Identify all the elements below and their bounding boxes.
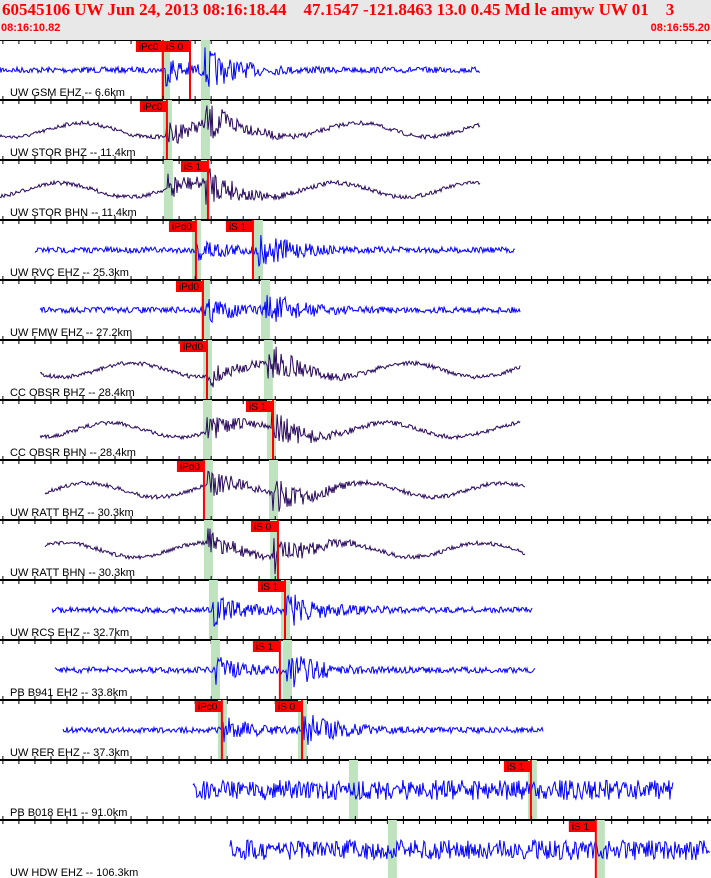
waveform — [0, 47, 481, 87]
waveform — [62, 715, 544, 745]
trace-label: PB B941 EH2 -- 33.8km — [10, 687, 127, 699]
waveform — [0, 168, 481, 205]
waveform — [54, 656, 536, 688]
pick-label-box — [168, 221, 196, 232]
waveform — [39, 346, 521, 388]
trace-panel: iS 1 UW RCS EHZ -- 32.7km — [0, 576, 711, 640]
trace-panel: iS 1 UW STOR BHN -- 11.4km — [0, 156, 711, 220]
pick-label: iS 1 — [229, 222, 247, 233]
waveform — [192, 779, 674, 801]
trace-panel: iPd0 UW RATT BHZ -- 30.3km — [0, 456, 711, 520]
theoretical-arrival-band — [253, 220, 263, 280]
theoretical-arrival-band — [282, 640, 292, 700]
pick-label-box — [175, 281, 203, 292]
header: 60545106 UW Jun 24, 2013 08:16:18.44 47.… — [0, 0, 711, 40]
theoretical-arrival-band — [266, 400, 276, 460]
trace-panel: iPc0 iS 0 UW GSM EHZ -- 6.6km — [0, 40, 711, 100]
event-title: 60545106 UW Jun 24, 2013 08:16:18.44 47.… — [2, 0, 675, 19]
trace-label: UW GSM EHZ -- 6.6km — [10, 87, 125, 99]
pick-label-box — [225, 221, 253, 232]
waveform — [39, 295, 521, 324]
theoretical-arrival-band — [595, 820, 605, 878]
waveform — [0, 105, 481, 145]
trace-label: UW FMW EHZ -- 27.2km — [10, 327, 132, 339]
pick-label: iPd0 — [180, 462, 200, 473]
trace-panel: iPc0 UW STOR BHZ -- 11.4km — [0, 96, 711, 160]
theoretical-arrival-band — [163, 160, 173, 220]
pick-label-box — [180, 161, 208, 172]
trace-panel: iPd0 CC OBSR BHZ -- 28.4km — [0, 336, 711, 400]
pick-label: iS 0 — [166, 42, 184, 53]
pick-label-box — [503, 761, 531, 772]
trace-panel: iS 0 UW RATT BHN -- 30.3km — [0, 516, 711, 580]
trace-panel: iPd0 UW FMW EHZ -- 27.2km — [0, 276, 711, 340]
pick-label: iPd0 — [179, 282, 199, 293]
pick-label-box — [568, 821, 596, 832]
pick-label: iPc0 — [198, 702, 218, 713]
pick-label: iS 1 — [507, 762, 525, 773]
pick-label-box — [274, 701, 302, 712]
waveform — [39, 407, 521, 444]
pick-label: iPd0 — [172, 222, 192, 233]
trace-label: UW RVC EHZ -- 25.3km — [10, 267, 129, 279]
pick-label-box — [194, 701, 222, 712]
pick-label-box — [135, 41, 163, 52]
pick-label-box — [252, 641, 280, 652]
pick-label-box — [163, 41, 191, 52]
end-time: 08:16:55.20 — [650, 22, 710, 34]
trace-panel: iS 1 PB B018 EH1 -- 91.0km — [0, 756, 711, 820]
trace-label: UW RATT BHN -- 30.3km — [10, 567, 135, 579]
trace-label: UW STOR BHN -- 11.4km — [10, 207, 137, 219]
theoretical-arrival-band — [203, 460, 213, 520]
record-section: iPc0 iS 0 UW GSM EHZ -- 6.6km iPc0 UW STOR B… — [0, 40, 711, 878]
theoretical-arrival-band — [268, 460, 278, 520]
trace-panel: iPc0 iS 0 UW RER EHZ -- 37.3km — [0, 696, 711, 760]
trace-panel: iS 1 PB B941 EH2 -- 33.8km — [0, 636, 711, 700]
trace-label: UW RER EHZ -- 37.3km — [10, 747, 129, 759]
pick-label: iS 1 — [249, 402, 267, 413]
pick-label: iPc0 — [139, 42, 159, 53]
pick-label: iS 0 — [278, 702, 296, 713]
waveform — [44, 528, 526, 575]
theoretical-arrival-band — [210, 640, 220, 700]
pick-label-box — [245, 401, 273, 412]
trace-panel: iPd0 iS 1 UW RVC EHZ -- 25.3km — [0, 216, 711, 280]
waveform — [51, 594, 533, 627]
pick-label-box — [250, 521, 278, 532]
trace-label: PB B018 EH1 -- 91.0km — [10, 807, 127, 819]
waveform — [44, 470, 526, 512]
theoretical-arrival-band — [387, 820, 397, 878]
trace-label: UW RATT BHZ -- 30.3km — [10, 507, 134, 519]
pick-label: iPd0 — [183, 342, 203, 353]
pick-label: iPc0 — [143, 102, 163, 113]
pick-label-box — [179, 341, 207, 352]
pick-label: iS 1 — [256, 642, 274, 653]
pick-label-box — [139, 101, 167, 112]
pick-label-box — [258, 581, 286, 592]
trace-label: CC OBSR BHN -- 28.4km — [10, 447, 136, 459]
trace-panel: iS 1 CC OBSR BHN -- 28.4km — [0, 396, 711, 460]
pick-label-box — [176, 461, 204, 472]
trace-label: UW HDW EHZ -- 106.3km — [10, 867, 138, 878]
waveform — [229, 838, 710, 861]
trace-label: UW RCS EHZ -- 32.7km — [10, 627, 129, 639]
pick-label: iS 1 — [184, 162, 202, 173]
theoretical-arrival-band — [200, 100, 210, 160]
pick-label: iS 1 — [261, 582, 279, 593]
pick-label: iS 1 — [572, 822, 590, 833]
start-time: 08:16:10.82 — [1, 22, 61, 34]
theoretical-arrival-band — [527, 760, 537, 820]
trace-panel: iS 1 UW HDW EHZ -- 106.3km — [0, 816, 711, 878]
waveform — [34, 234, 515, 267]
trace-label: CC OBSR BHZ -- 28.4km — [10, 387, 135, 399]
trace-label: UW STOR BHZ -- 11.4km — [10, 147, 136, 159]
pick-label: iS 0 — [254, 522, 272, 533]
theoretical-arrival-band — [203, 520, 213, 580]
